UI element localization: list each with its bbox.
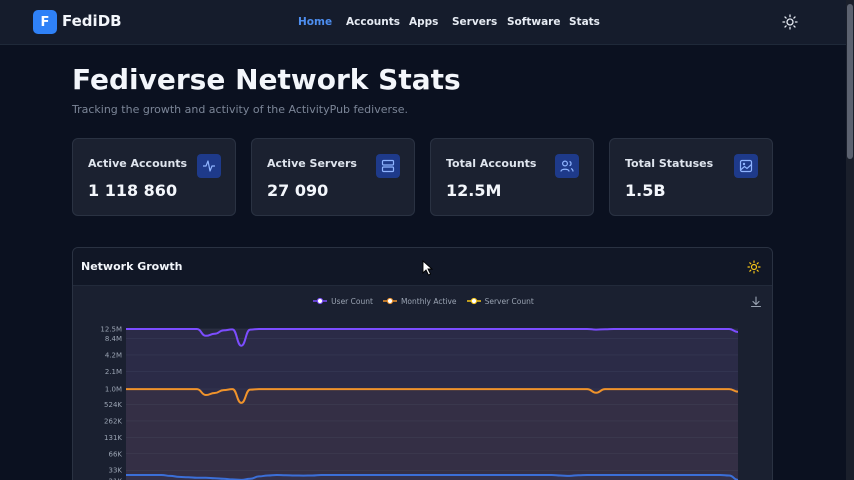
series-line-2 — [126, 388, 739, 404]
series-area-2 — [126, 389, 738, 480]
stat-value: 1 118 860 — [88, 181, 178, 200]
stat-card-total-statuses: Total Statuses 1.5B — [609, 138, 773, 216]
stat-card-active-accounts: Active Accounts 1 118 860 — [72, 138, 236, 216]
nav-item-apps[interactable]: Apps — [409, 16, 439, 28]
legend-label: Monthly Active — [400, 296, 457, 306]
users-icon — [555, 154, 579, 178]
page-subtitle: Tracking the growth and activity of the … — [72, 103, 408, 116]
brand-name[interactable]: FediDB — [62, 12, 122, 30]
y-tick-label: 33K — [109, 467, 123, 475]
y-tick-label: 2.1M — [105, 368, 122, 376]
scrollbar-track[interactable] — [846, 0, 854, 480]
mouse-cursor-icon — [422, 260, 434, 276]
y-tick-label: 262K — [104, 417, 122, 425]
nav-item-software[interactable]: Software — [507, 16, 561, 28]
brand-logo-letter: F — [40, 14, 50, 30]
main-nav: Home Accounts Apps Servers Software Stat… — [0, 16, 846, 30]
series-area-1 — [126, 329, 738, 480]
legend-item-user-count[interactable]: User Count — [313, 295, 373, 307]
brand-logo[interactable]: F — [33, 10, 57, 34]
stat-label: Active Accounts — [88, 157, 188, 170]
sun-icon[interactable] — [747, 260, 761, 274]
stat-label: Total Accounts — [446, 157, 537, 170]
series-line-1 — [126, 328, 739, 347]
panel-title: Network Growth — [81, 260, 183, 273]
download-icon[interactable] — [750, 296, 762, 308]
legend-item-server-count[interactable]: Server Count — [466, 295, 534, 307]
series-line-3 — [126, 473, 739, 480]
legend-item-monthly-active[interactable]: Monthly Active — [382, 295, 457, 307]
network-growth-chart: 12.5M8.4M 4.2M 2.1M 1.0M 524K 262K 131K 66K 33K 2… — [100, 326, 739, 480]
series-area-3 — [126, 475, 738, 480]
chart-legend: User Count Monthly Active Server Count — [73, 295, 772, 307]
activity-icon — [197, 154, 221, 178]
sun-icon[interactable] — [782, 14, 798, 30]
y-tick-label: 66K — [109, 450, 123, 458]
y-tick-label: 1.0M — [105, 386, 122, 394]
nav-item-home[interactable]: Home — [298, 16, 333, 28]
legend-label: Server Count — [484, 296, 534, 306]
image-icon — [734, 154, 758, 178]
stat-card-active-servers: Active Servers 27 090 — [251, 138, 415, 216]
y-tick-label: 12.5M — [100, 326, 122, 334]
legend-label: User Count — [331, 296, 373, 306]
panel-header: Network Growth — [73, 248, 772, 286]
stat-value: 27 090 — [267, 181, 329, 200]
scrollbar-thumb[interactable] — [847, 4, 853, 159]
top-navbar: F FediDB Home Accounts Apps Servers Soft… — [0, 0, 846, 45]
nav-item-stats[interactable]: Stats — [569, 16, 600, 28]
server-icon — [376, 154, 400, 178]
y-tick-label: 21K — [109, 478, 123, 480]
stat-label: Total Statuses — [625, 157, 714, 170]
stat-card-total-accounts: Total Accounts 12.5M — [430, 138, 594, 216]
nav-item-accounts[interactable]: Accounts — [346, 16, 401, 28]
y-tick-label: 524K — [104, 401, 122, 409]
stat-value: 12.5M — [446, 181, 502, 200]
network-growth-panel: Network Growth User Count Monthly Active… — [72, 247, 773, 480]
y-tick-label: 8.4M — [105, 335, 122, 343]
stat-label: Active Servers — [267, 157, 357, 170]
y-tick-label: 131K — [104, 434, 122, 442]
page-title: Fediverse Network Stats — [72, 63, 461, 96]
stat-value: 1.5B — [625, 181, 666, 200]
y-tick-label: 4.2M — [105, 351, 122, 359]
nav-item-servers[interactable]: Servers — [452, 16, 498, 28]
